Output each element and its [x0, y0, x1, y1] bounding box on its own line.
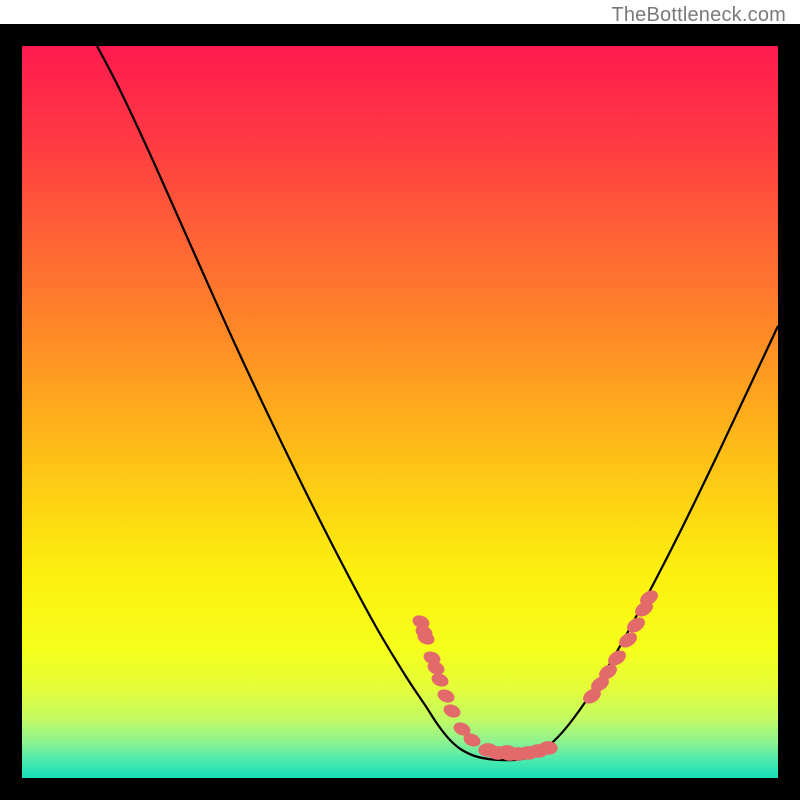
- chart-svg: [0, 0, 800, 800]
- data-marker: [497, 745, 517, 759]
- chart-stage: TheBottleneck.com: [0, 0, 800, 800]
- data-marker: [538, 741, 558, 755]
- attribution-text: TheBottleneck.com: [611, 4, 786, 27]
